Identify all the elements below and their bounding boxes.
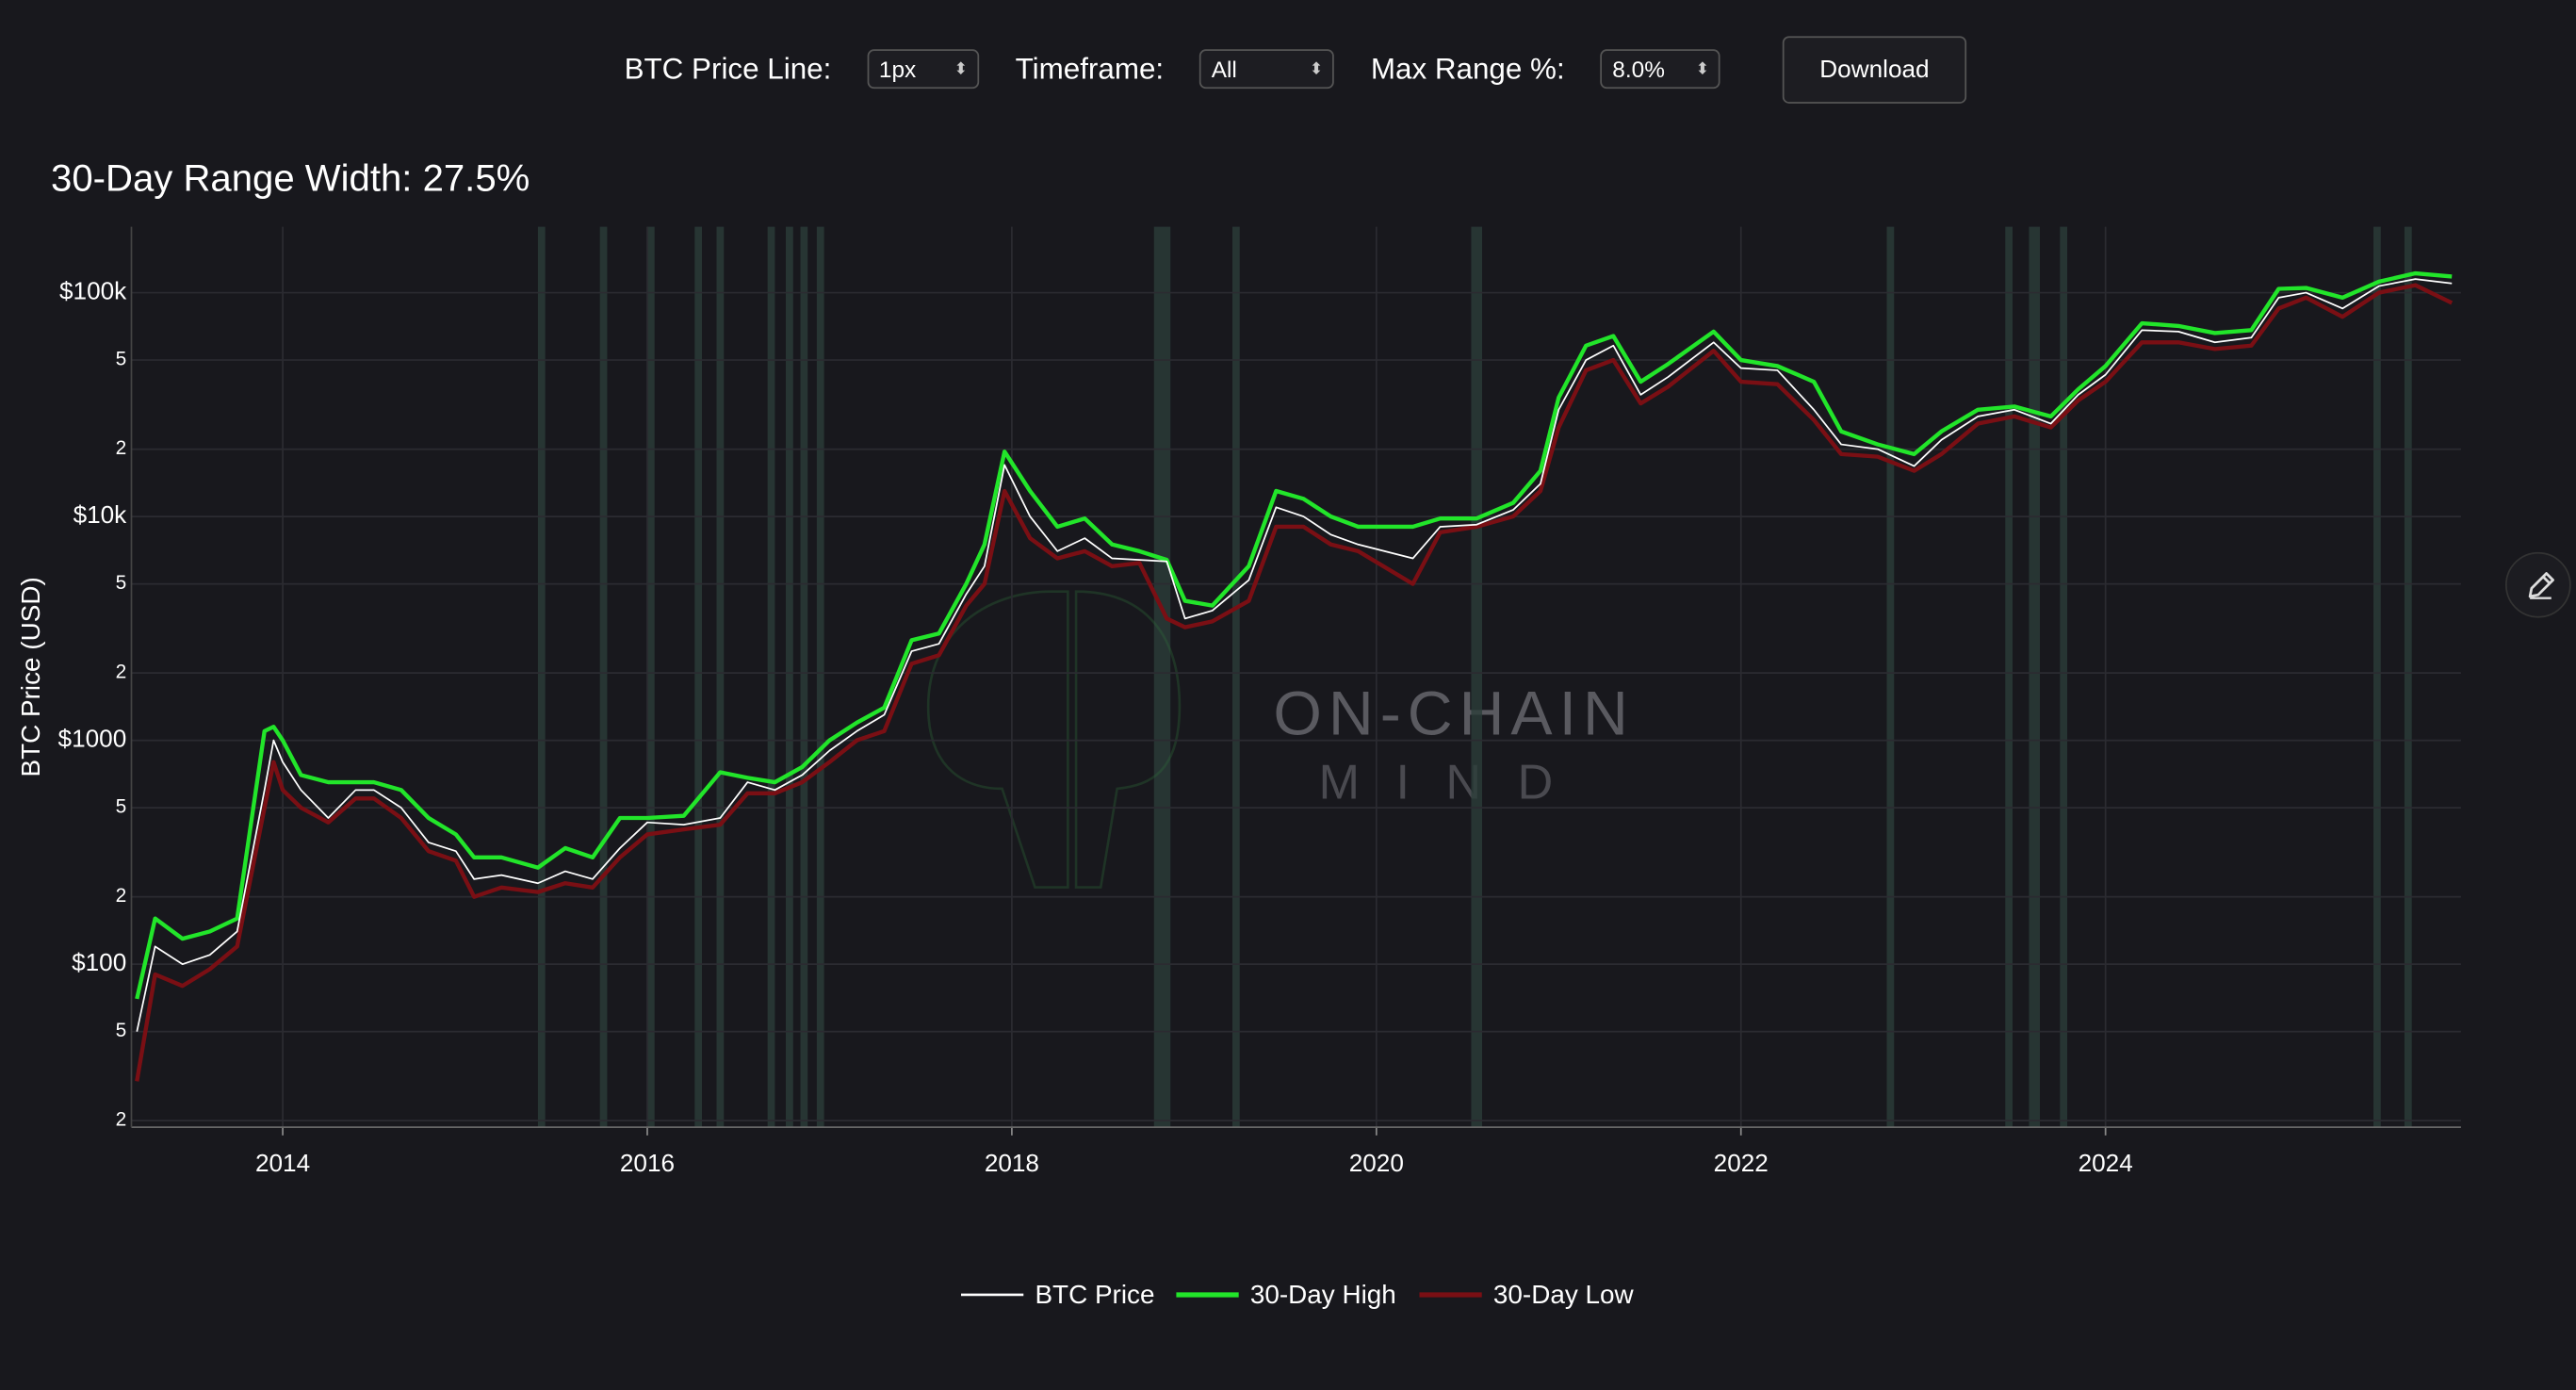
highlight-band [1471, 226, 1483, 1128]
select-value: All [1211, 56, 1237, 83]
highlight-band [537, 226, 546, 1128]
highlight-band [2029, 226, 2041, 1128]
controls: BTC Price Line: 1px ⬍ Timeframe: All ⬍ Max… [624, 49, 1721, 90]
highlight-band [767, 226, 775, 1128]
highlight-band [716, 226, 725, 1128]
x-tick-label: 2014 [255, 1149, 310, 1177]
line-select[interactable]: 1px ⬍ [867, 49, 980, 90]
y-tick-label: $1000 [58, 725, 127, 753]
select-value: 8.0% [1612, 56, 1665, 83]
price-line [135, 270, 2453, 1000]
x-tick-label: 2018 [985, 1149, 1039, 1177]
legend-label: BTC Price [1035, 1280, 1154, 1309]
x-tick-label: 2024 [2079, 1149, 2133, 1177]
control-label: BTC Price Line: [624, 51, 832, 85]
legend-label: 30-Day High [1250, 1280, 1396, 1309]
watermark-text: ON-CHAIN [1273, 679, 1634, 748]
watermark-text: MIND [1319, 755, 1590, 809]
x-tick-label: 2022 [1714, 1149, 1769, 1177]
watermark-brain [926, 590, 1182, 889]
x-tick-label: 2020 [1349, 1149, 1404, 1177]
highlight-band [599, 226, 608, 1128]
highlight-band [2404, 226, 2412, 1128]
highlight-band [646, 226, 655, 1128]
y-tick-label: 5 [116, 796, 127, 818]
highlight-band [2005, 226, 2013, 1128]
highlight-band [800, 226, 808, 1128]
y-tick-label: $100 [72, 948, 126, 976]
highlight-band [786, 226, 793, 1128]
timeframe-select[interactable]: All ⬍ [1199, 49, 1335, 90]
edit-button[interactable] [2504, 551, 2571, 618]
control-label: Timeframe: [1015, 51, 1165, 85]
download-button[interactable]: Download [1782, 36, 1967, 104]
highlight-band [1153, 226, 1171, 1128]
y-tick-label: 5 [116, 1020, 127, 1041]
chart-title: 30-Day Range Width: 27.5% [51, 155, 530, 199]
highlight-band [2373, 226, 2381, 1128]
control-label: Max Range %: [1370, 51, 1565, 85]
edit-icon [2528, 572, 2554, 599]
highlight-band [1231, 226, 1240, 1128]
y-tick-label: 5 [116, 349, 127, 370]
highlight-band [694, 226, 703, 1128]
y-tick-label: 2 [116, 885, 127, 907]
highlight-band [1886, 226, 1895, 1128]
highlight-band [2060, 226, 2068, 1128]
x-tick-label: 2016 [620, 1149, 675, 1177]
y-tick-label: 2 [116, 1109, 127, 1131]
y-axis-label: BTC Price (USD) [16, 577, 45, 777]
y-tick-label: 2 [116, 662, 127, 683]
highlight-band [816, 226, 824, 1128]
price-line [136, 278, 2453, 1032]
select-value: 1px [878, 56, 917, 83]
y-tick-label: 2 [116, 437, 127, 459]
range-select[interactable]: 8.0% ⬍ [1601, 49, 1721, 90]
legend-label: 30-Day Low [1493, 1280, 1635, 1309]
y-tick-label: $100k [59, 276, 127, 304]
price-line [135, 283, 2454, 1082]
y-tick-label: $10k [73, 500, 128, 529]
y-tick-label: 5 [116, 572, 127, 594]
